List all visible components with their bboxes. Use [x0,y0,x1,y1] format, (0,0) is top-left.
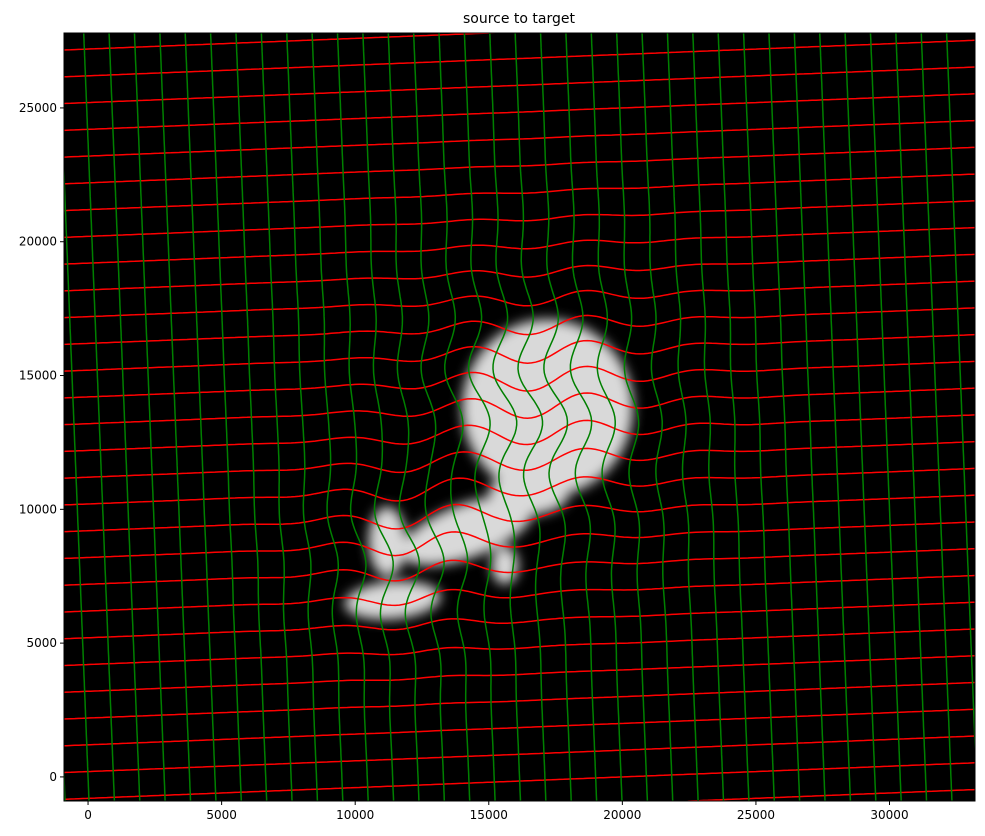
horizontal-grid-line-28 [64,39,975,78]
horizontal-grid-line-26 [64,93,975,132]
horizontal-grid-line-13 [64,440,975,479]
vertical-grid-line-0 [64,757,66,801]
vertical-grid-line-3 [108,33,141,801]
horizontal-grid-lines [64,33,975,801]
vertical-grid-line-11 [311,33,344,801]
horizontal-grid-line-27 [64,66,975,105]
y-tick-label: 10000 [19,502,57,516]
vertical-grid-line-19 [514,33,547,801]
vertical-grid-line-26 [692,33,725,801]
x-axis: 0 5000 10000 15000 20000 25000 30000 [84,801,909,822]
vertical-grid-line-31 [818,33,852,801]
horizontal-grid-line-20 [64,253,975,292]
y-tick-label: 25000 [19,101,57,115]
vertical-grid-line-23 [615,33,649,801]
vertical-grid-line-13 [362,33,395,801]
y-axis: 0 5000 10000 15000 20000 25000 [19,101,64,784]
vertical-grid-line-8 [235,33,268,801]
vertical-grid-line-14 [387,33,421,801]
vertical-grid-line-4 [133,33,166,801]
x-tick-label: 20000 [603,808,641,822]
vertical-grid-line-17 [463,33,496,801]
vertical-grid-line-24 [641,33,674,801]
vertical-grid-line-22 [590,33,623,801]
plot-frame [63,32,976,802]
vertical-grid-line-34 [895,33,928,801]
y-tick-label: 20000 [19,235,57,249]
vertical-grid-line-27 [717,33,750,801]
horizontal-grid-line-21 [64,226,975,265]
horizontal-grid-line-8 [64,574,975,613]
horizontal-grid-line-11 [64,494,975,533]
x-tick-label: 5000 [206,808,237,822]
x-tick-label: 15000 [470,808,508,822]
horizontal-grid-line-18 [64,307,975,346]
vertical-grid-line-15 [412,33,446,801]
horizontal-grid-line-4 [64,681,975,720]
vertical-grid-line-36 [945,33,975,764]
y-tick-label: 15000 [19,369,57,383]
vertical-grid-line-30 [793,33,826,801]
tissue-blob-3 [344,581,441,620]
horizontal-grid-line-3 [64,708,975,747]
y-tick-label: 0 [49,770,57,784]
x-tick-label: 10000 [336,808,374,822]
horizontal-grid-line-12 [64,467,975,506]
vertical-grid-lines [64,33,975,801]
vertical-grid-line-9 [260,33,293,801]
y-tick-label: 5000 [26,636,57,650]
vertical-grid-line-25 [666,33,699,801]
vertical-grid-line-28 [742,33,776,801]
vertical-grid-line-12 [336,33,369,801]
horizontal-grid-line-5 [64,655,975,693]
horizontal-grid-line-16 [64,360,975,399]
horizontal-grid-line-15 [64,387,975,426]
x-tick-label: 25000 [737,808,775,822]
vertical-grid-line-1 [64,155,90,801]
horizontal-grid-line-10 [64,521,975,560]
vertical-grid-line-18 [489,33,522,801]
x-tick-label: 0 [84,808,92,822]
horizontal-grid-line-7 [64,601,975,640]
tissue-blob-1 [401,496,534,566]
tissue-blob-5 [488,471,569,515]
vertical-grid-line-7 [209,33,243,801]
x-tick-label: 30000 [870,808,908,822]
vertical-grid-line-16 [438,33,471,801]
horizontal-grid-line-22 [64,200,975,239]
tissue-image [344,319,634,620]
vertical-grid-line-2 [82,33,116,801]
horizontal-grid-line-0 [670,788,975,801]
vertical-grid-line-6 [184,33,217,801]
vertical-grid-line-10 [286,33,319,801]
vertical-grid-line-5 [159,33,192,801]
horizontal-grid-line-24 [64,146,975,185]
vertical-grid-line-21 [565,33,598,801]
chart-title: source to target [463,11,576,27]
vertical-grid-line-32 [844,33,877,801]
vertical-grid-line-20 [539,33,572,801]
horizontal-grid-line-2 [64,735,975,774]
horizontal-grid-line-29 [64,33,509,51]
vertical-grid-line-29 [768,33,801,801]
tissue-blob-0 [462,319,634,496]
vertical-grid-line-35 [920,33,953,801]
horizontal-grid-line-14 [64,414,975,453]
horizontal-grid-line-23 [64,173,975,212]
vertical-grid-line-33 [869,33,902,801]
horizontal-grid-line-6 [64,628,975,667]
horizontal-grid-line-19 [64,280,975,319]
plot-area [63,32,976,802]
